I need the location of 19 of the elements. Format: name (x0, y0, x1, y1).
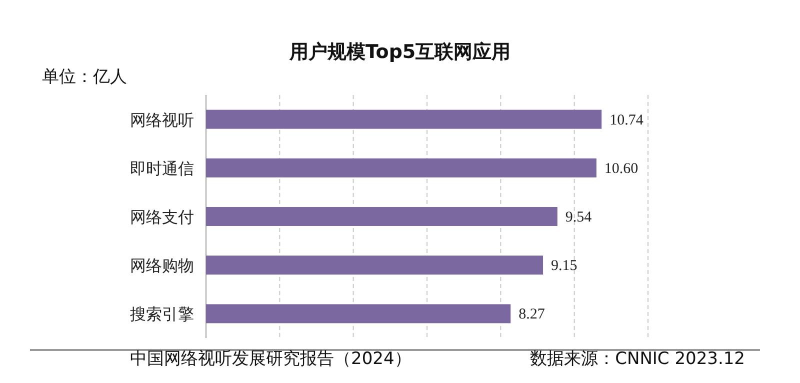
data-label: 10.74 (610, 112, 644, 128)
bar (206, 110, 602, 129)
bar (206, 256, 544, 275)
data-label: 8.27 (518, 306, 546, 323)
text: 单位：亿人 (42, 67, 127, 87)
y-tick-label: 搜索引擎 (130, 304, 194, 324)
source-note: 数据来源：CNNIC 2023.12 (530, 349, 745, 369)
y-tick-label: 网络支付 (130, 208, 194, 226)
data-label: 9.15 (551, 258, 578, 274)
y-tick-label: 网络购物 (130, 256, 194, 276)
y-tick-label: 网络视听 (130, 110, 194, 130)
text: 中国网络视听发展研究报告（2024） (130, 349, 412, 369)
data-label: 10.60 (604, 160, 638, 177)
data-label: 9.54 (565, 210, 592, 226)
bar (206, 207, 558, 226)
bar (206, 304, 511, 324)
chart-title: 用户规模Top5互联网应用 (288, 41, 511, 63)
y-tick-label: 即时通信 (130, 158, 194, 178)
bar (206, 158, 596, 178)
